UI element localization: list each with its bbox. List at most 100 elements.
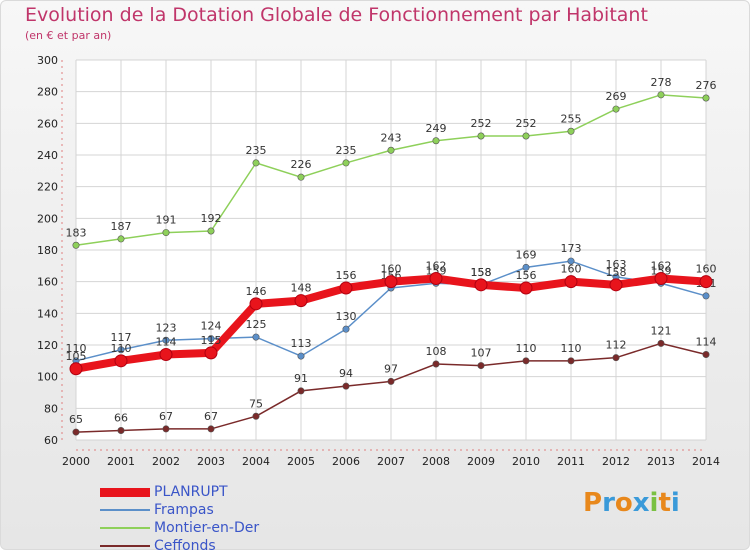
data-label-frampas: 124 [201, 320, 222, 333]
legend-swatch-ceffonds [100, 545, 150, 547]
y-tick-label: 260 [37, 117, 58, 130]
x-tick-label: 2004 [242, 455, 270, 468]
series-point-montier-en-der [522, 132, 530, 140]
data-label-frampas: 169 [516, 248, 537, 261]
data-label-frampas: 110 [66, 342, 87, 355]
series-point-planrupt [654, 272, 668, 285]
data-label-montier-en-der: 192 [201, 212, 222, 225]
x-tick-label: 2006 [332, 455, 360, 468]
series-point-frampas [162, 336, 170, 344]
data-label-planrupt: 158 [471, 266, 492, 279]
data-label-ceffonds: 110 [561, 342, 582, 355]
data-label-planrupt: 114 [156, 336, 177, 349]
legend-label-montier-en-der: Montier-en-Der [154, 520, 260, 536]
data-label-ceffonds: 97 [384, 362, 398, 375]
series-point-planrupt [339, 281, 353, 295]
data-label-ceffonds: 121 [651, 324, 672, 337]
logo-letter: P [583, 488, 603, 518]
series-point-montier-en-der [297, 173, 305, 181]
data-label-ceffonds: 67 [204, 410, 218, 423]
legend-label-frampas: Frampas [154, 502, 214, 518]
series-point-montier-en-der [657, 91, 665, 99]
series-point-montier-en-der [72, 241, 80, 249]
data-label-ceffonds: 107 [471, 347, 492, 360]
data-label-montier-en-der: 252 [516, 117, 537, 130]
data-label-frampas: 159 [651, 264, 672, 277]
logo-letter: t [658, 488, 671, 518]
series-point-frampas [252, 333, 260, 341]
series-point-planrupt [384, 275, 398, 289]
series-point-ceffonds [657, 339, 665, 347]
chart-subtitle: (en € et par an) [25, 29, 112, 42]
data-label-frampas: 159 [426, 264, 447, 277]
y-tick-label: 120 [37, 339, 58, 352]
data-label-planrupt: 160 [696, 263, 717, 276]
data-label-frampas: 163 [606, 258, 627, 271]
series-point-frampas [207, 335, 215, 343]
series-point-frampas [117, 346, 125, 354]
y-tick-label: 220 [37, 181, 58, 194]
data-label-planrupt: 156 [516, 269, 537, 282]
series-point-ceffonds [432, 360, 440, 368]
legend-label-ceffonds: Ceffonds [154, 538, 216, 554]
data-label-montier-en-der: 235 [336, 144, 357, 157]
x-tick-label: 2014 [692, 455, 720, 468]
data-label-ceffonds: 114 [696, 336, 717, 349]
data-label-planrupt: 105 [66, 350, 87, 363]
logo-letter: r [602, 488, 615, 518]
chart-title: Evolution de la Dotation Globale de Fonc… [25, 4, 648, 26]
data-label-ceffonds: 66 [114, 412, 128, 425]
series-point-planrupt [159, 348, 173, 361]
legend-swatch-frampas [100, 509, 150, 511]
x-tick-label: 2007 [377, 455, 405, 468]
x-tick-label: 2011 [557, 455, 585, 468]
data-label-planrupt: 115 [201, 334, 222, 347]
data-label-frampas: 130 [336, 310, 357, 323]
series-point-montier-en-der [252, 159, 260, 167]
series-point-planrupt [429, 272, 443, 285]
series-point-montier-en-der [117, 235, 125, 243]
data-label-ceffonds: 112 [606, 339, 627, 352]
data-label-ceffonds: 75 [249, 397, 263, 410]
series-point-ceffonds [702, 350, 710, 358]
data-label-ceffonds: 110 [516, 342, 537, 355]
series-point-frampas [297, 352, 305, 360]
logo-letter: x [632, 488, 650, 518]
data-label-frampas: 173 [561, 242, 582, 255]
data-label-planrupt: 162 [651, 260, 672, 273]
series-point-frampas [702, 292, 710, 300]
data-label-ceffonds: 94 [339, 367, 353, 380]
legend-swatch-montier-en-der [100, 527, 150, 529]
y-tick-label: 160 [37, 276, 58, 289]
series-point-frampas [567, 257, 575, 265]
y-tick-label: 300 [37, 54, 58, 67]
data-label-montier-en-der: 249 [426, 122, 447, 135]
series-point-montier-en-der [207, 227, 215, 235]
data-label-planrupt: 156 [336, 269, 357, 282]
series-point-ceffonds [342, 382, 350, 390]
series-point-planrupt [474, 278, 488, 292]
data-label-montier-en-der: 255 [561, 112, 582, 125]
x-tick-label: 2013 [647, 455, 675, 468]
x-tick-label: 2008 [422, 455, 450, 468]
data-label-planrupt: 148 [291, 282, 312, 295]
data-label-montier-en-der: 226 [291, 158, 312, 171]
data-label-montier-en-der: 276 [696, 79, 717, 92]
data-label-ceffonds: 65 [69, 413, 83, 426]
y-tick-label: 280 [37, 86, 58, 99]
series-point-ceffonds [207, 425, 215, 433]
series-point-ceffonds [612, 354, 620, 362]
series-point-ceffonds [252, 412, 260, 420]
y-tick-label: 180 [37, 244, 58, 257]
series-point-planrupt [249, 297, 263, 311]
series-point-ceffonds [162, 425, 170, 433]
series-point-frampas [522, 263, 530, 271]
data-label-planrupt: 146 [246, 285, 267, 298]
series-point-planrupt [564, 275, 578, 289]
data-label-frampas: 113 [291, 337, 312, 350]
data-label-frampas: 123 [156, 321, 177, 334]
data-label-ceffonds: 108 [426, 345, 447, 358]
data-label-frampas: 158 [471, 266, 492, 279]
series-point-ceffonds [522, 357, 530, 365]
